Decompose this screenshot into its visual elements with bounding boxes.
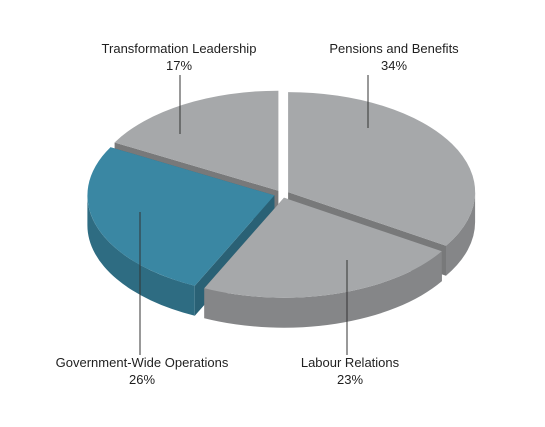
value-transformation-leadership: 17% (166, 58, 192, 73)
slice-labour-relations (204, 197, 442, 328)
value-government-wide-operations: 26% (129, 372, 155, 387)
slice-side-wall (204, 251, 442, 328)
slice-side-wall (87, 195, 195, 316)
label-pensions-and-benefits: Pensions and Benefits (329, 41, 459, 56)
slice-top-face (288, 92, 476, 246)
leader-lines (139, 75, 369, 355)
pie-slices (87, 90, 476, 328)
label-labour-relations: Labour Relations (301, 355, 400, 370)
value-pensions-and-benefits: 34% (381, 58, 407, 73)
label-transformation-leadership: Transformation Leadership (102, 41, 257, 56)
slice-top-face (87, 147, 275, 286)
label-government-wide-operations: Government-Wide Operations (56, 355, 229, 370)
value-labour-relations: 23% (337, 372, 363, 387)
slice-top-face (204, 197, 442, 298)
slice-side-wall (446, 192, 476, 276)
slice-labels: Pensions and Benefits 34% Labour Relatio… (56, 41, 460, 387)
slice-top-face (114, 90, 279, 191)
